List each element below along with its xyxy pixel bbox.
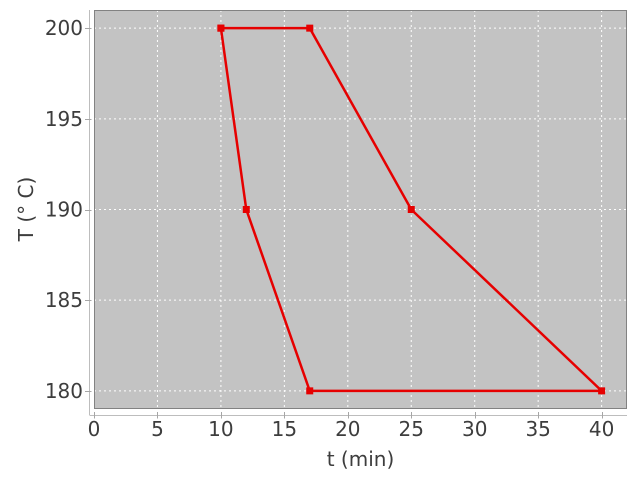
y-tick-label: 195	[45, 107, 83, 131]
x-tick-label: 5	[151, 417, 164, 441]
data-point-marker	[217, 24, 225, 32]
x-tick-label: 35	[525, 417, 550, 441]
x-tick-label: 20	[335, 417, 360, 441]
x-axis-title: t (min)	[326, 447, 395, 471]
y-tick-label: 185	[45, 288, 83, 312]
x-tick-label: 40	[589, 417, 614, 441]
plot-outline	[94, 10, 627, 409]
x-tick-label: 15	[272, 417, 297, 441]
data-point-marker	[306, 24, 314, 32]
data-point-marker	[242, 206, 250, 213]
data-point-marker	[598, 387, 606, 395]
x-tick-label: 30	[462, 417, 487, 441]
x-tick-label: 10	[208, 417, 233, 441]
y-tick-label: 180	[45, 379, 83, 403]
x-tick-label: 0	[88, 417, 101, 441]
y-axis-title: T (° C)	[14, 176, 38, 242]
data-point-marker	[407, 206, 415, 213]
x-tick-label: 25	[399, 417, 424, 441]
y-tick-label: 190	[45, 198, 83, 222]
data-point-marker	[306, 387, 314, 395]
y-tick-label: 200	[45, 16, 83, 40]
